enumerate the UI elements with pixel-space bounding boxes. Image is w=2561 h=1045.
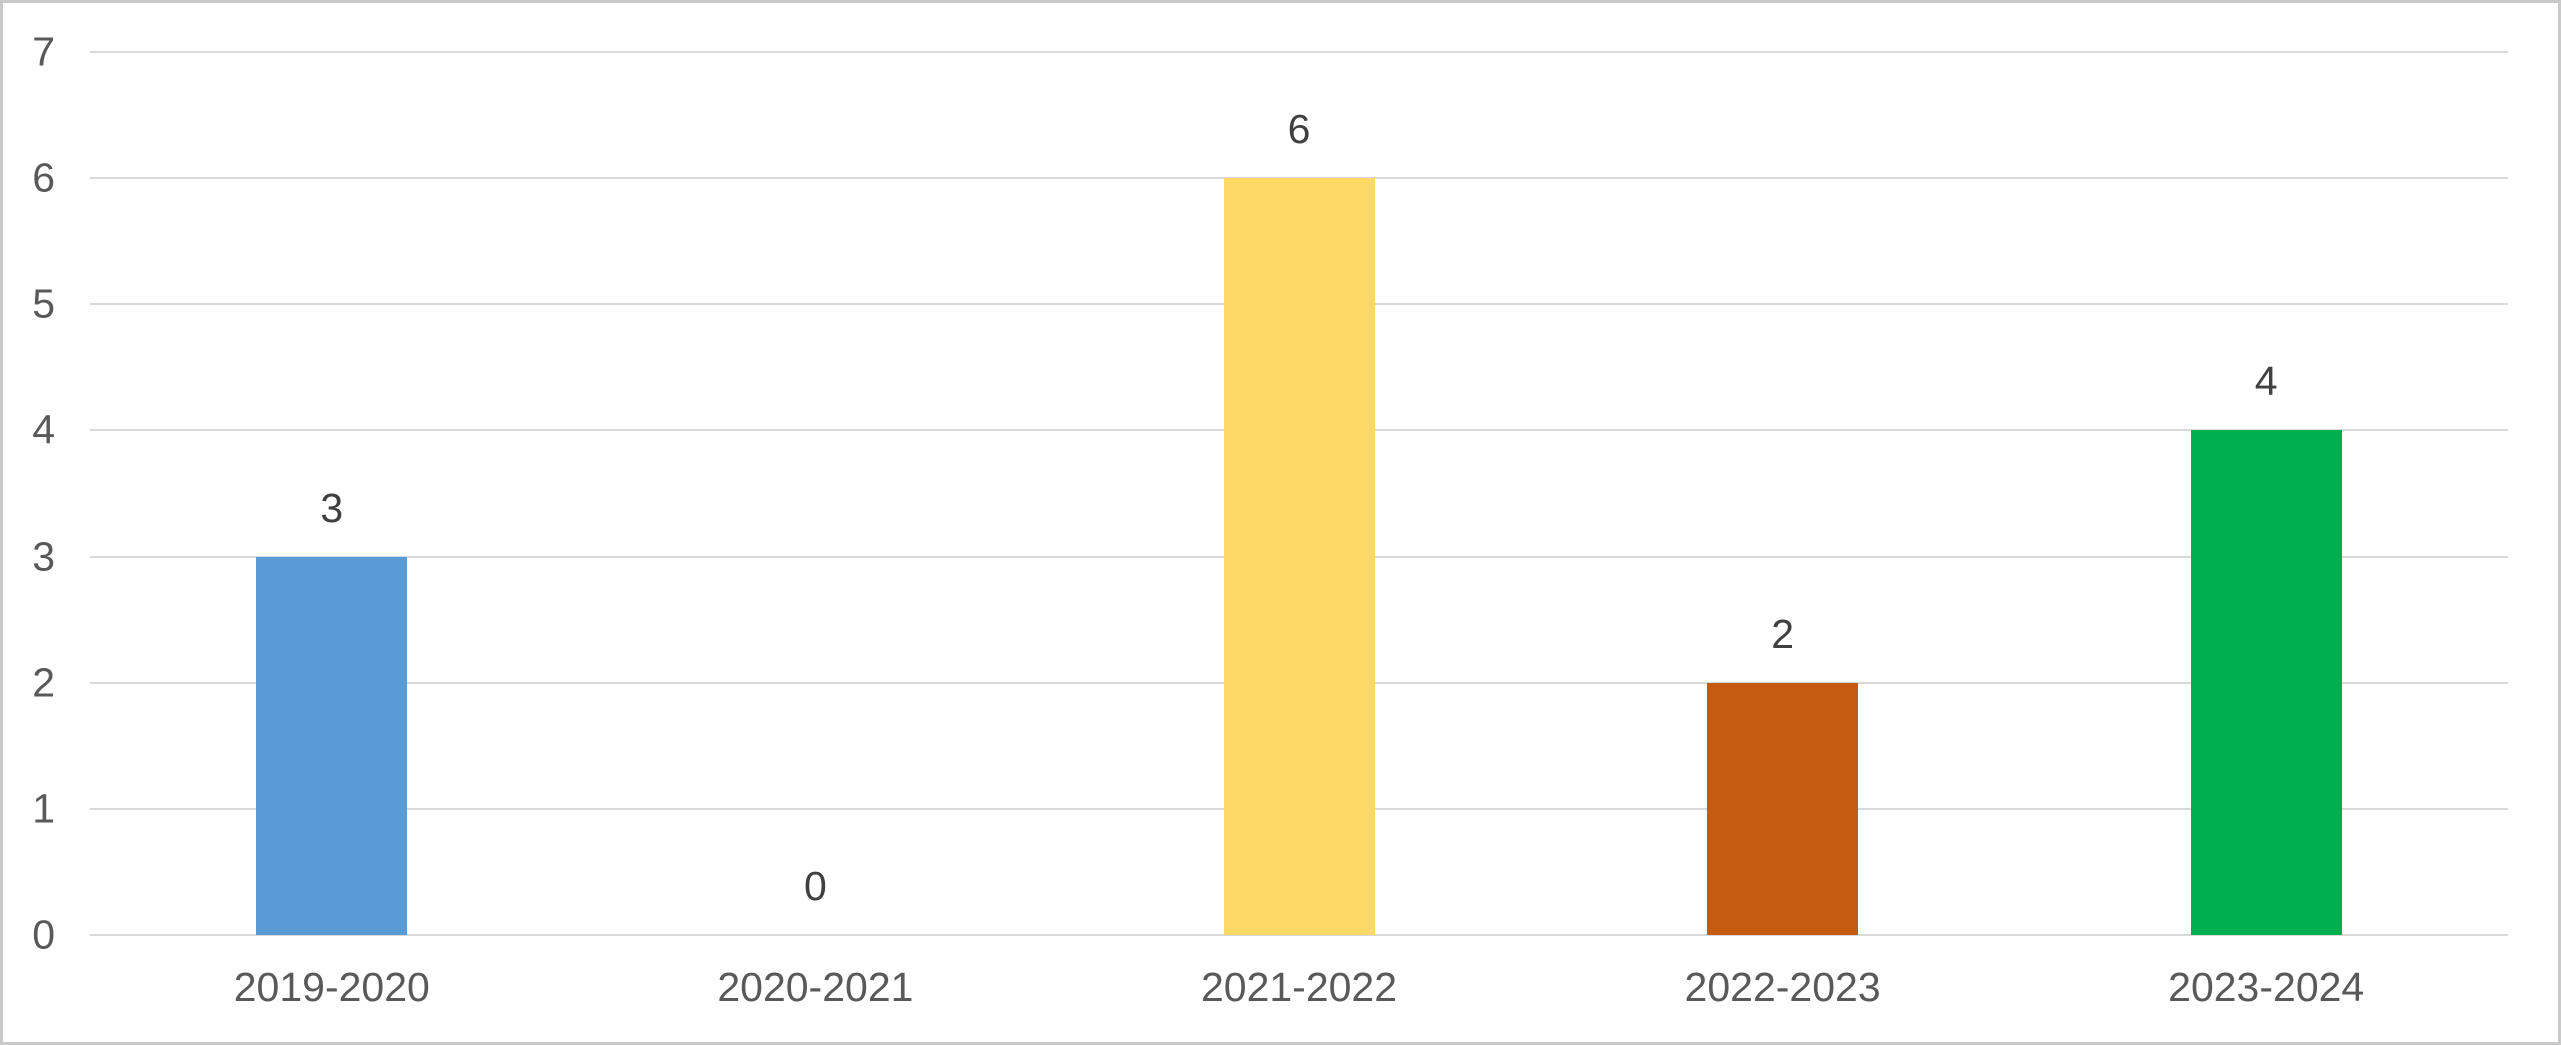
y-tick-label: 1 (32, 785, 55, 832)
gridline (90, 51, 2508, 53)
bar-2022-2023 (1707, 682, 1859, 935)
y-tick-label: 3 (32, 533, 55, 580)
bar-2021-2022 (1223, 178, 1375, 935)
x-tick-label: 2022-2023 (1684, 964, 1881, 1010)
y-tick-label: 4 (32, 406, 55, 453)
x-tick-label: 2023-2024 (2168, 964, 2365, 1010)
y-tick-label: 0 (32, 911, 55, 958)
y-axis: 0 1 2 3 4 5 6 7 (3, 31, 65, 955)
x-tick-label: 2019-2020 (233, 964, 430, 1010)
bar-value-label: 2 (1771, 610, 1794, 657)
y-tick-label: 2 (32, 659, 55, 706)
bar-value-label: 3 (320, 484, 344, 531)
x-axis-line (90, 934, 2508, 936)
plot-area: 3 0 6 2 4 (90, 51, 2508, 936)
bar-value-label: 4 (2254, 358, 2278, 405)
y-tick-label: 6 (32, 154, 55, 201)
x-tick-label: 2020-2021 (717, 964, 914, 1010)
bar-value-label: 6 (1287, 106, 1311, 153)
bar-value-label: 0 (803, 863, 827, 909)
bar-2019-2020 (256, 556, 408, 935)
y-tick-label: 7 (32, 28, 55, 75)
y-tick-label: 5 (32, 280, 55, 327)
x-tick-label: 2021-2022 (1200, 964, 1398, 1010)
x-axis: 2019-2020 2020-2021 2021-2022 2022-2023 2023… (90, 963, 2508, 1023)
bar-2023-2024 (2190, 430, 2342, 935)
